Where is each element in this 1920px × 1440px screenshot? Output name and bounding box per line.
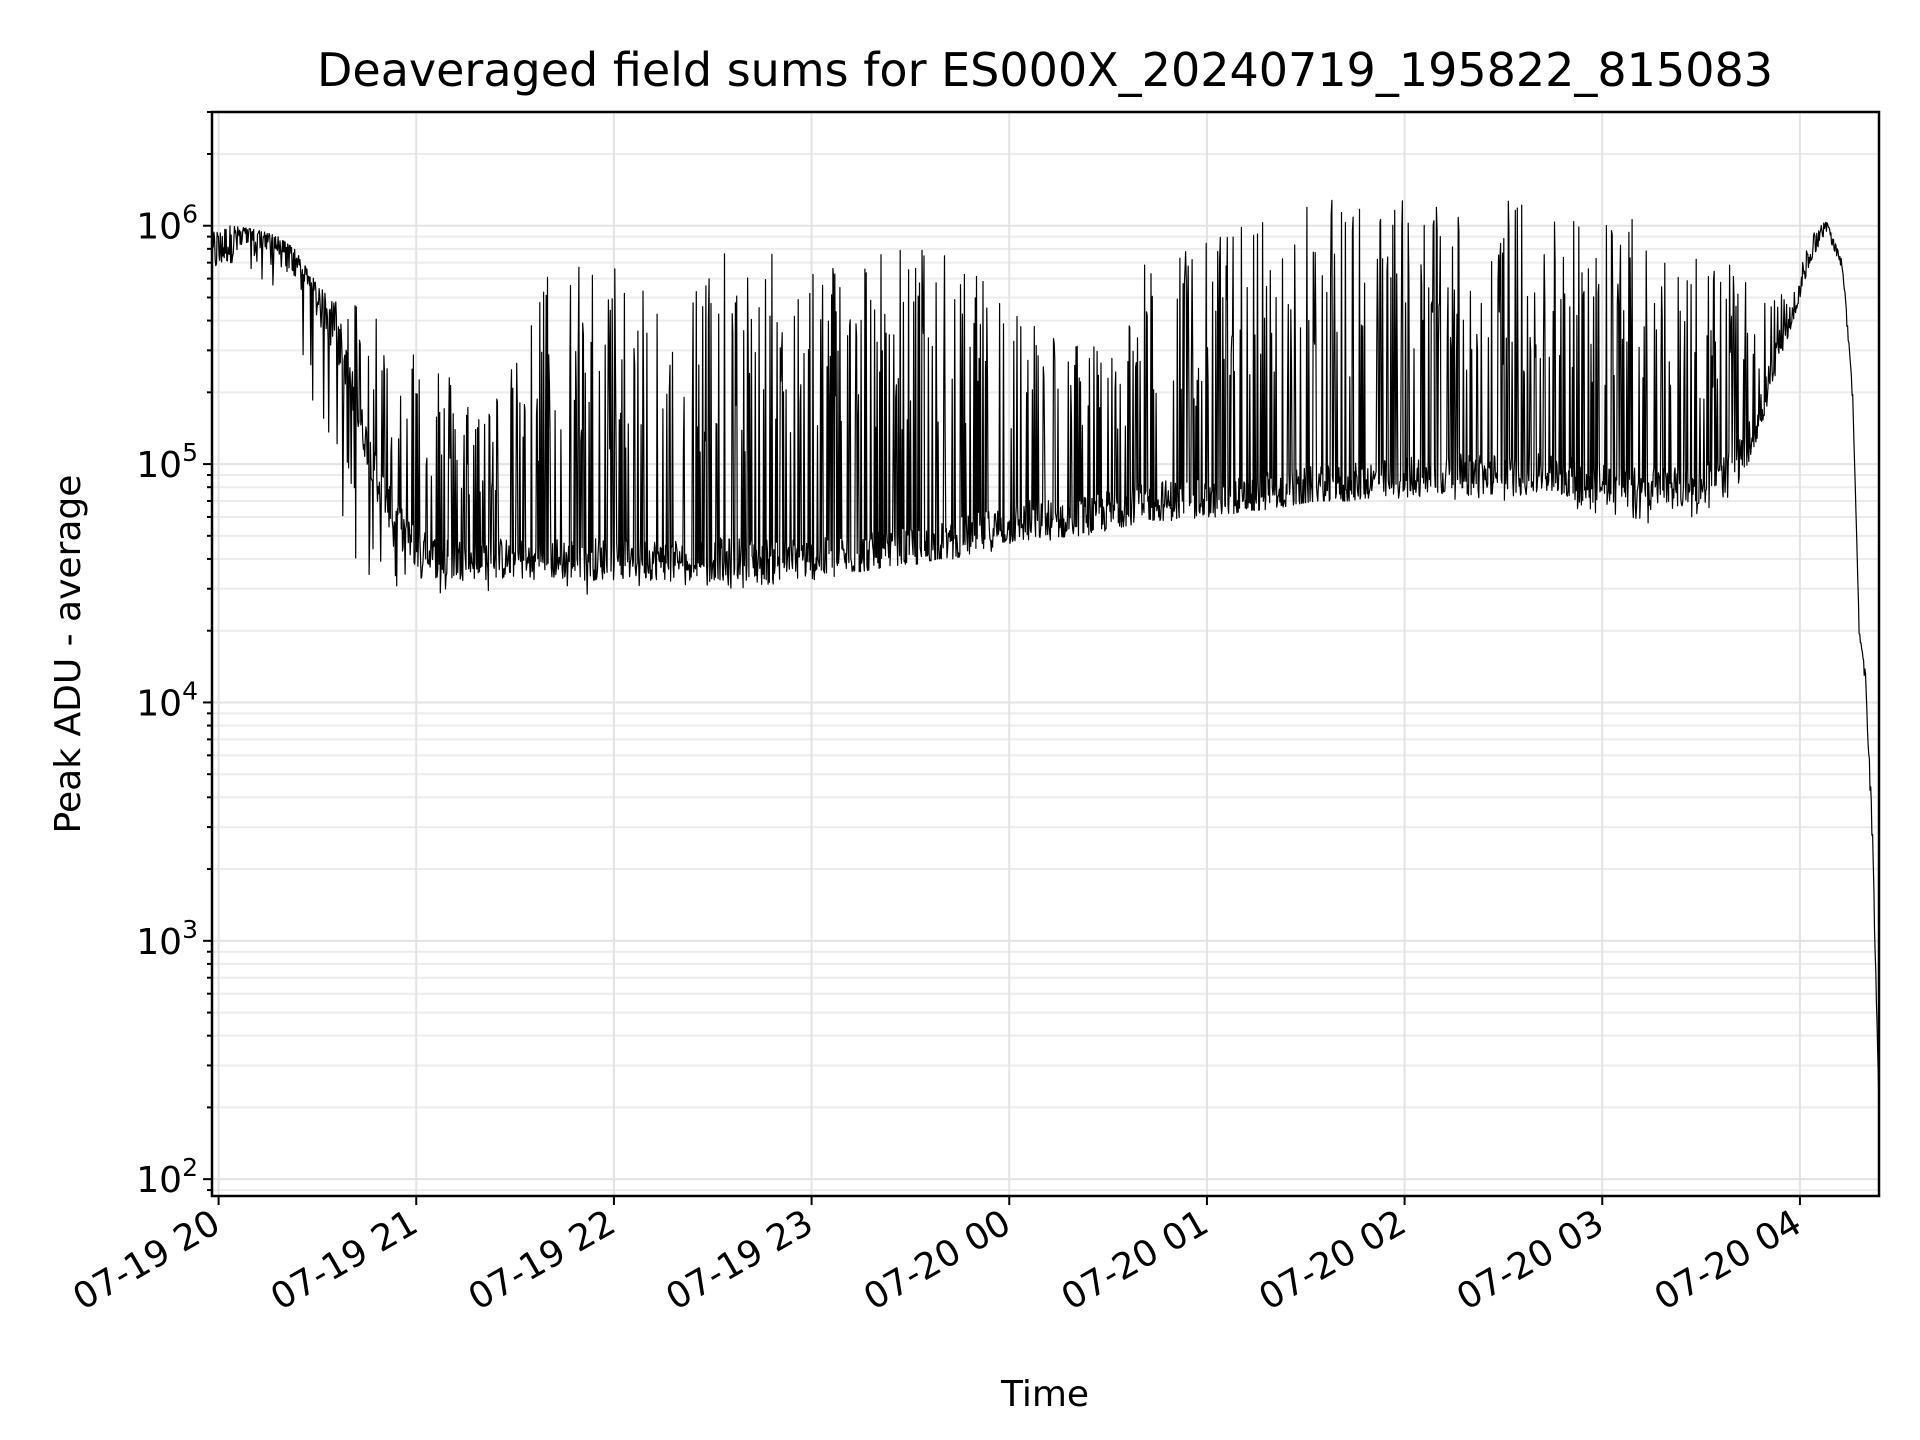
y-tick-label: 104	[136, 676, 198, 724]
y-tick-label: 105	[136, 438, 198, 486]
y-axis-label: Peak ADU - average	[48, 475, 89, 834]
y-tick-label: 106	[136, 200, 198, 248]
y-tick-label: 102	[136, 1153, 198, 1201]
series-layer	[211, 199, 1880, 1108]
x-axis-label: Time	[1000, 1374, 1089, 1415]
y-axis: 102 103 104 105 106	[136, 111, 212, 1201]
y-tick-label: 103	[136, 915, 198, 963]
plot-frame	[210, 110, 1881, 1198]
chart-title: Deaveraged field sums for ES000X_2024071…	[317, 43, 1773, 97]
series-line	[211, 199, 1880, 1108]
